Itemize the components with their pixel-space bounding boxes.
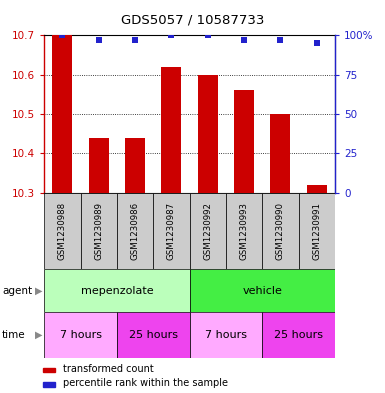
Bar (43, 382, 55, 387)
Text: 25 hours: 25 hours (129, 330, 178, 340)
Bar (226, 193, 262, 269)
Bar (262, 193, 299, 269)
Text: 25 hours: 25 hours (274, 330, 323, 340)
Text: time: time (2, 330, 25, 340)
Point (241, 37, 247, 43)
Bar (190, 269, 335, 312)
Bar (125, 138, 145, 193)
Text: GSM1230987: GSM1230987 (167, 202, 176, 260)
Text: GDS5057 / 10587733: GDS5057 / 10587733 (121, 14, 264, 27)
Text: GSM1230989: GSM1230989 (94, 202, 103, 260)
Bar (43, 367, 55, 373)
Text: GSM1230992: GSM1230992 (203, 202, 212, 260)
Point (205, 32, 211, 39)
Point (96, 37, 102, 43)
Text: percentile rank within the sample: percentile rank within the sample (64, 378, 228, 388)
Bar (44, 269, 190, 312)
Bar (80, 193, 117, 269)
Text: mepenzolate: mepenzolate (80, 286, 153, 296)
Bar (44, 193, 80, 269)
Bar (89, 138, 109, 193)
Point (168, 32, 174, 39)
Point (59, 32, 65, 39)
Bar (198, 75, 218, 193)
Text: GSM1230990: GSM1230990 (276, 202, 285, 260)
Text: 7 hours: 7 hours (60, 330, 102, 340)
Bar (190, 193, 226, 269)
Bar (234, 90, 254, 193)
Bar (117, 312, 190, 358)
Text: GSM1230986: GSM1230986 (131, 202, 140, 260)
Bar (270, 114, 290, 193)
Text: transformed count: transformed count (64, 364, 154, 374)
Point (314, 40, 320, 46)
Bar (153, 193, 189, 269)
Text: ▶: ▶ (35, 286, 42, 296)
Bar (44, 312, 117, 358)
Text: 7 hours: 7 hours (205, 330, 247, 340)
Bar (262, 312, 335, 358)
Bar (52, 35, 72, 193)
Text: GSM1230991: GSM1230991 (312, 202, 321, 260)
Text: GSM1230988: GSM1230988 (58, 202, 67, 260)
Bar (190, 312, 262, 358)
Text: agent: agent (2, 286, 32, 296)
Text: ▶: ▶ (35, 330, 42, 340)
Bar (299, 193, 335, 269)
Bar (117, 193, 153, 269)
Text: vehicle: vehicle (242, 286, 282, 296)
Text: GSM1230993: GSM1230993 (239, 202, 249, 260)
Bar (307, 185, 327, 193)
Point (277, 37, 283, 43)
Point (132, 37, 138, 43)
Bar (161, 67, 181, 193)
